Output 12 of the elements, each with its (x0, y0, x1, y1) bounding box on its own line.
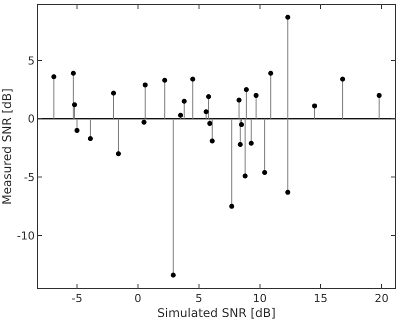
y-axis-title: Measured SNR [dB] (0, 88, 14, 205)
x-tick-label: 20 (374, 292, 389, 306)
x-tick-label: 5 (195, 292, 202, 306)
x-axis-title: Simulated SNR [dB] (157, 306, 276, 320)
y-tick-label: -5 (24, 170, 35, 184)
x-tick-label: -5 (72, 292, 82, 306)
x-tick-label: 15 (314, 292, 328, 306)
x-tick-label: 10 (252, 292, 267, 306)
y-tick-label: 0 (28, 112, 35, 126)
y-tick-label: -10 (16, 229, 35, 242)
y-tick-label: 5 (28, 54, 35, 68)
x-tick-label: 0 (134, 292, 142, 306)
